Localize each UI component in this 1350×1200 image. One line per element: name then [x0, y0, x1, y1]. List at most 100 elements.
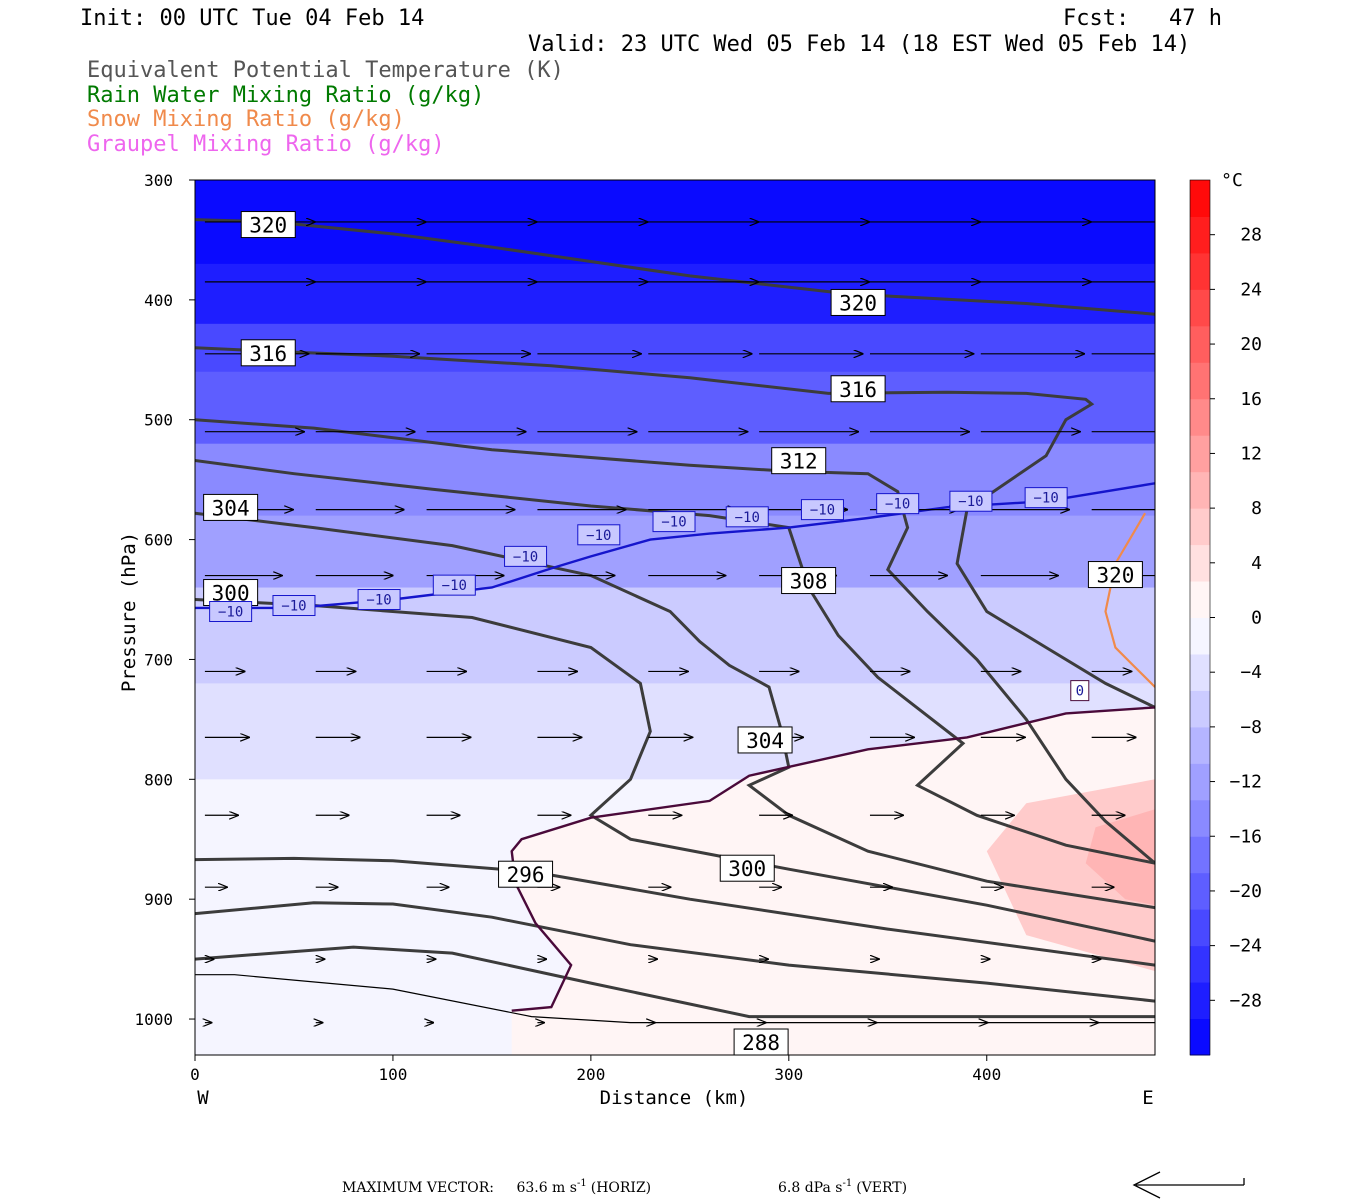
temp-band: [195, 323, 1155, 373]
isotherm-label: −10: [586, 528, 611, 544]
theta-e-label: 308: [790, 570, 828, 594]
colorbar-segment: [1190, 690, 1210, 728]
colorbar-tick-label: 20: [1240, 334, 1262, 355]
theta-e-label: 320: [249, 214, 287, 238]
colorbar-tick-label: 24: [1240, 279, 1262, 300]
max-vector-text: MAXIMUM VECTOR: 63.6 m s-1 (HORIZ) 6.8 dP…: [342, 1178, 907, 1196]
colorbar-tick-label: 0: [1251, 608, 1262, 629]
colorbar-tick-label: −4: [1240, 662, 1262, 683]
init-time: Init: 00 UTC Tue 04 Feb 14: [80, 6, 424, 31]
y-tick-label: 500: [144, 411, 173, 430]
isotherm-label-box: [1070, 680, 1090, 702]
theta-e-288: [195, 945, 1155, 1019]
theta-e-label-box: [240, 339, 296, 367]
y-tick-label: 700: [144, 650, 173, 669]
colorbar-segment: [1190, 216, 1210, 254]
isotherm-label-box: [652, 511, 696, 533]
colorbar-segment: [1190, 508, 1210, 546]
colorbar-segment: [1190, 617, 1210, 655]
theta-e-label-box: [771, 447, 827, 475]
theta-e-312: [195, 418, 1155, 865]
isotherm-label-box: [357, 589, 401, 611]
isotherm-label: −10: [661, 515, 686, 531]
y-tick-label: 600: [144, 531, 173, 550]
isotherm-label-box: [949, 490, 993, 512]
isotherm-label-box: [209, 601, 253, 623]
contour-labels: 320320316316312308304304300300296288320−…: [203, 211, 1143, 1056]
plot-frame: [194, 179, 1156, 1056]
colorbar-segment: [1190, 581, 1210, 618]
x-end-right: E: [1142, 1087, 1153, 1109]
theta-e-label: 304: [746, 729, 784, 753]
isotherm-label: −10: [513, 549, 538, 565]
theta-e-308: [195, 459, 1155, 865]
colorbar-tick-label: −28: [1229, 990, 1262, 1011]
colorbar: 28 24 20 16 12 8 4 0 −4 −8 −12 −16 −20 −24 −28: [1189, 179, 1262, 1056]
isotherm-label-box: [432, 574, 476, 596]
x-end-left: W: [197, 1087, 209, 1109]
theta-e-label-box: [719, 854, 775, 882]
isotherm-label: −10: [885, 497, 910, 513]
colorbar-segment: [1190, 544, 1210, 582]
theta-e-label-box: [733, 1028, 789, 1056]
y-tick-label: 1000: [134, 1010, 173, 1029]
theta-e-316: [195, 346, 1155, 709]
x-tick-label: 200: [576, 1065, 605, 1084]
isotherm-0: [510, 706, 1155, 1012]
colorbar-tick-label: −20: [1229, 881, 1262, 902]
x-tick-label: 100: [378, 1065, 407, 1084]
isotherm-label: −10: [442, 578, 467, 594]
colorbar-tick-label: −12: [1229, 772, 1262, 793]
theta-e-label: 320: [1096, 564, 1134, 588]
colorbar-segment: [1190, 180, 1210, 217]
colorbar-tick-label: 8: [1251, 498, 1262, 519]
isotherm-label: −10: [958, 494, 983, 510]
colorbar-segment: [1190, 289, 1210, 327]
x-tick-label: 0: [190, 1065, 200, 1084]
colorbar-segment: [1190, 398, 1210, 436]
theta-e-label-box: [781, 567, 837, 595]
colorbar-segment: [1190, 362, 1210, 400]
colorbar-tick-label: 28: [1240, 225, 1262, 246]
theta-e-300: [195, 598, 1155, 943]
colorbar-segment: [1190, 763, 1210, 801]
y-tick-label: 400: [144, 291, 173, 310]
temp-band: [195, 587, 1155, 685]
theta-e-label: 316: [249, 342, 287, 366]
theta-e-label-box: [1087, 561, 1143, 589]
theta-e-304: [195, 511, 1155, 910]
x-axis-label: Distance (km): [600, 1087, 749, 1109]
isotherm-label-box: [725, 506, 769, 528]
isotherm-label: −10: [810, 503, 835, 519]
colorbar-segment: [1190, 799, 1210, 837]
colorbar-segment: [1190, 325, 1210, 363]
warm-region: [511, 707, 1155, 1055]
axes: 300 400 500 600 700 800 900 1000 0 100 200 300 400: [134, 171, 1001, 1084]
temp-band: [195, 371, 1155, 445]
theta-e-label: 316: [839, 378, 877, 402]
y-tick-label: 300: [144, 171, 173, 190]
isotherm-label-box: [504, 545, 548, 567]
theta-e-label-box: [240, 211, 296, 239]
colorbar-tick-label: 4: [1251, 553, 1262, 574]
isotherm-label: −10: [366, 593, 391, 609]
colorbar-tick-label: −16: [1229, 826, 1262, 847]
legend-graupel: Graupel Mixing Ratio (g/kg): [87, 132, 445, 157]
colorbar-tick-label: −8: [1240, 717, 1262, 738]
colorbar-segment: [1190, 653, 1210, 691]
colorbar-segment: [1190, 252, 1210, 290]
theta-e-label-box: [203, 493, 259, 521]
colorbar-segment: [1190, 872, 1210, 910]
colorbar-tick-label: 16: [1240, 389, 1262, 410]
isotherm-label: −10: [735, 510, 760, 526]
theta-e-label-box: [830, 288, 886, 316]
surface-line: [195, 974, 1155, 1024]
wind-vectors: [205, 222, 1155, 1023]
colorbar-segment: [1190, 982, 1210, 1020]
isotherm-label: 0: [1076, 684, 1084, 700]
colorbar-segment: [1190, 836, 1210, 874]
colorbar-segment: [1190, 435, 1210, 473]
legend-theta-e: Equivalent Potential Temperature (K): [87, 58, 564, 83]
colorbar-unit: °C: [1221, 170, 1243, 191]
snow-contour: [1104, 512, 1155, 688]
